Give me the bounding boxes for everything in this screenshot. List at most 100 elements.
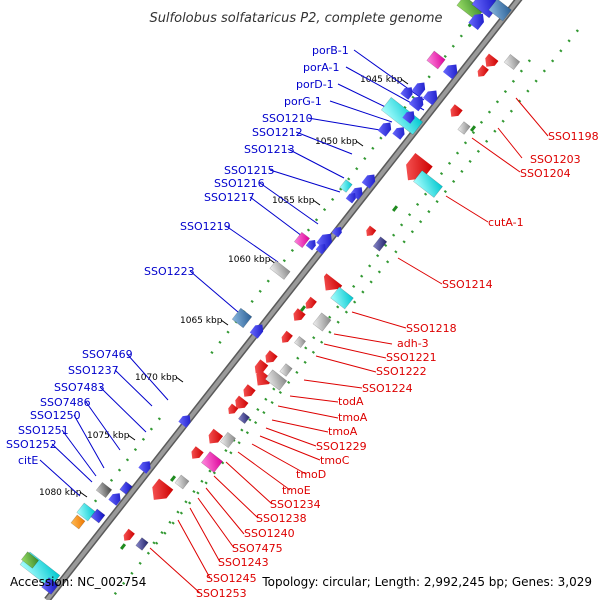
tick-dash	[300, 305, 307, 312]
kbp-label: 1080 kbp	[39, 488, 82, 498]
gene-block	[380, 97, 424, 135]
gene-label-left[interactable]: porB-1	[312, 44, 349, 57]
gene-arrow	[305, 296, 317, 309]
gene-label-right[interactable]: SSO7475	[232, 542, 283, 555]
callout-line	[333, 333, 393, 345]
kbp-tick	[127, 434, 136, 441]
gene-arrow	[281, 330, 293, 343]
callout-line	[353, 49, 425, 101]
gene-label-right[interactable]: tmoC	[320, 454, 350, 467]
gene-block	[201, 451, 223, 473]
gene-label-right[interactable]: SSO1221	[386, 351, 437, 364]
gene-arrow	[402, 111, 415, 124]
gene-label-left[interactable]: SSO7469	[82, 348, 133, 361]
callout-line	[307, 117, 381, 131]
gene-label-right[interactable]: SSO1229	[316, 440, 367, 453]
gene-label-right[interactable]: SSO1198	[548, 130, 599, 143]
gene-label-left[interactable]: SSO7483	[54, 381, 105, 394]
gene-label-right[interactable]: tmoE	[282, 484, 311, 497]
genome-summary-text: Topology: circular; Length: 2,992,245 bp…	[261, 575, 592, 589]
callout-line	[315, 355, 377, 373]
gene-label-right[interactable]: SSO1214	[442, 278, 493, 291]
gene-arrow	[208, 428, 224, 444]
gene-arrow	[323, 273, 343, 291]
gene-label-right[interactable]: adh-3	[397, 337, 429, 350]
callout-line	[51, 443, 93, 483]
accession-text: Accession: NC_002754	[10, 575, 146, 589]
callout-line	[114, 369, 153, 407]
callout-line	[271, 419, 329, 433]
callout-line	[277, 405, 339, 419]
gene-label-left[interactable]: SSO1213	[244, 143, 295, 156]
gene-arrow	[392, 127, 405, 140]
gene-label-left[interactable]: SSO7486	[40, 396, 91, 409]
callout-line	[251, 443, 307, 475]
gene-arrow	[477, 64, 489, 77]
gene-label-right[interactable]: SSO1240	[244, 527, 295, 540]
callout-line	[61, 429, 97, 477]
kbp-tick	[355, 140, 364, 147]
kbp-label: 1065 kbp	[180, 316, 223, 326]
callout-line	[351, 311, 407, 329]
gene-arrow	[315, 244, 326, 255]
callout-line	[269, 169, 341, 193]
gene-block	[231, 307, 253, 329]
callout-line	[295, 131, 353, 155]
gene-block	[312, 312, 332, 332]
gene-block	[90, 508, 106, 524]
gene-label-right[interactable]: SSO1204	[520, 167, 571, 180]
gene-label-left[interactable]: citE	[18, 454, 38, 467]
gene-label-left[interactable]: porA-1	[303, 61, 340, 74]
gene-label-right[interactable]: SSO1238	[256, 512, 307, 525]
gene-label-right[interactable]: SSO1222	[376, 365, 427, 378]
gene-arrow	[331, 227, 342, 238]
gene-label-right[interactable]: SSO1224	[362, 382, 413, 395]
gene-label-right[interactable]: SSO1245	[206, 572, 257, 585]
gene-label-left[interactable]: SSO1212	[252, 126, 303, 139]
callout-line	[259, 435, 321, 461]
callout-line	[149, 547, 201, 594]
gene-arrow	[450, 104, 463, 117]
gene-label-right[interactable]: tmoA	[328, 425, 358, 438]
gene-label-right[interactable]: SSO1253	[196, 587, 247, 600]
gene-label-right[interactable]: cutA-1	[488, 216, 524, 229]
gene-block	[426, 50, 446, 70]
gene-label-left[interactable]: SSO1223	[144, 265, 195, 278]
gene-arrow	[345, 193, 356, 204]
gene-arrow	[350, 187, 363, 200]
gene-label-left[interactable]: porG-1	[284, 95, 322, 108]
gene-arrow	[366, 225, 377, 236]
gene-arrow	[422, 90, 438, 106]
callout-line	[515, 97, 549, 137]
gene-label-right[interactable]: SSO1218	[406, 322, 457, 335]
gene-block	[339, 179, 353, 193]
gene-label-right[interactable]: tmoA	[338, 411, 368, 424]
gene-label-left[interactable]: SSO1215	[224, 164, 275, 177]
gene-label-right[interactable]: tmoD	[296, 468, 326, 481]
callout-line	[471, 137, 521, 173]
gene-arrow	[406, 152, 433, 181]
gene-label-left[interactable]: SSO1216	[214, 177, 265, 190]
gene-label-left[interactable]: SSO1251	[18, 424, 69, 437]
gene-label-left[interactable]: SSO1252	[6, 438, 57, 451]
gene-label-left[interactable]: SSO1237	[68, 364, 119, 377]
callout-line	[225, 225, 279, 263]
gene-label-left[interactable]: SSO1219	[180, 220, 231, 233]
callout-line	[213, 475, 259, 519]
gene-label-right[interactable]: todA	[338, 395, 364, 408]
kbp-label: 1075 kbp	[87, 431, 130, 441]
gene-label-left[interactable]: SSO1210	[262, 112, 313, 125]
gene-label-right[interactable]: SSO1243	[218, 556, 269, 569]
gene-label-right[interactable]: SSO1234	[270, 498, 321, 511]
gene-block	[95, 482, 113, 498]
gene-arrow	[377, 122, 392, 137]
kbp-tick	[220, 319, 229, 326]
kbp-label: 1055 kbp	[272, 196, 315, 206]
gene-label-left[interactable]: SSO1250	[30, 409, 81, 422]
callout-line	[249, 196, 303, 237]
gene-label-left[interactable]: porD-1	[296, 78, 334, 91]
kbp-label: 1060 kbp	[228, 255, 271, 265]
gene-label-right[interactable]: SSO1203	[530, 153, 581, 166]
callout-line	[329, 100, 393, 123]
gene-label-left[interactable]: SSO1217	[204, 191, 255, 204]
